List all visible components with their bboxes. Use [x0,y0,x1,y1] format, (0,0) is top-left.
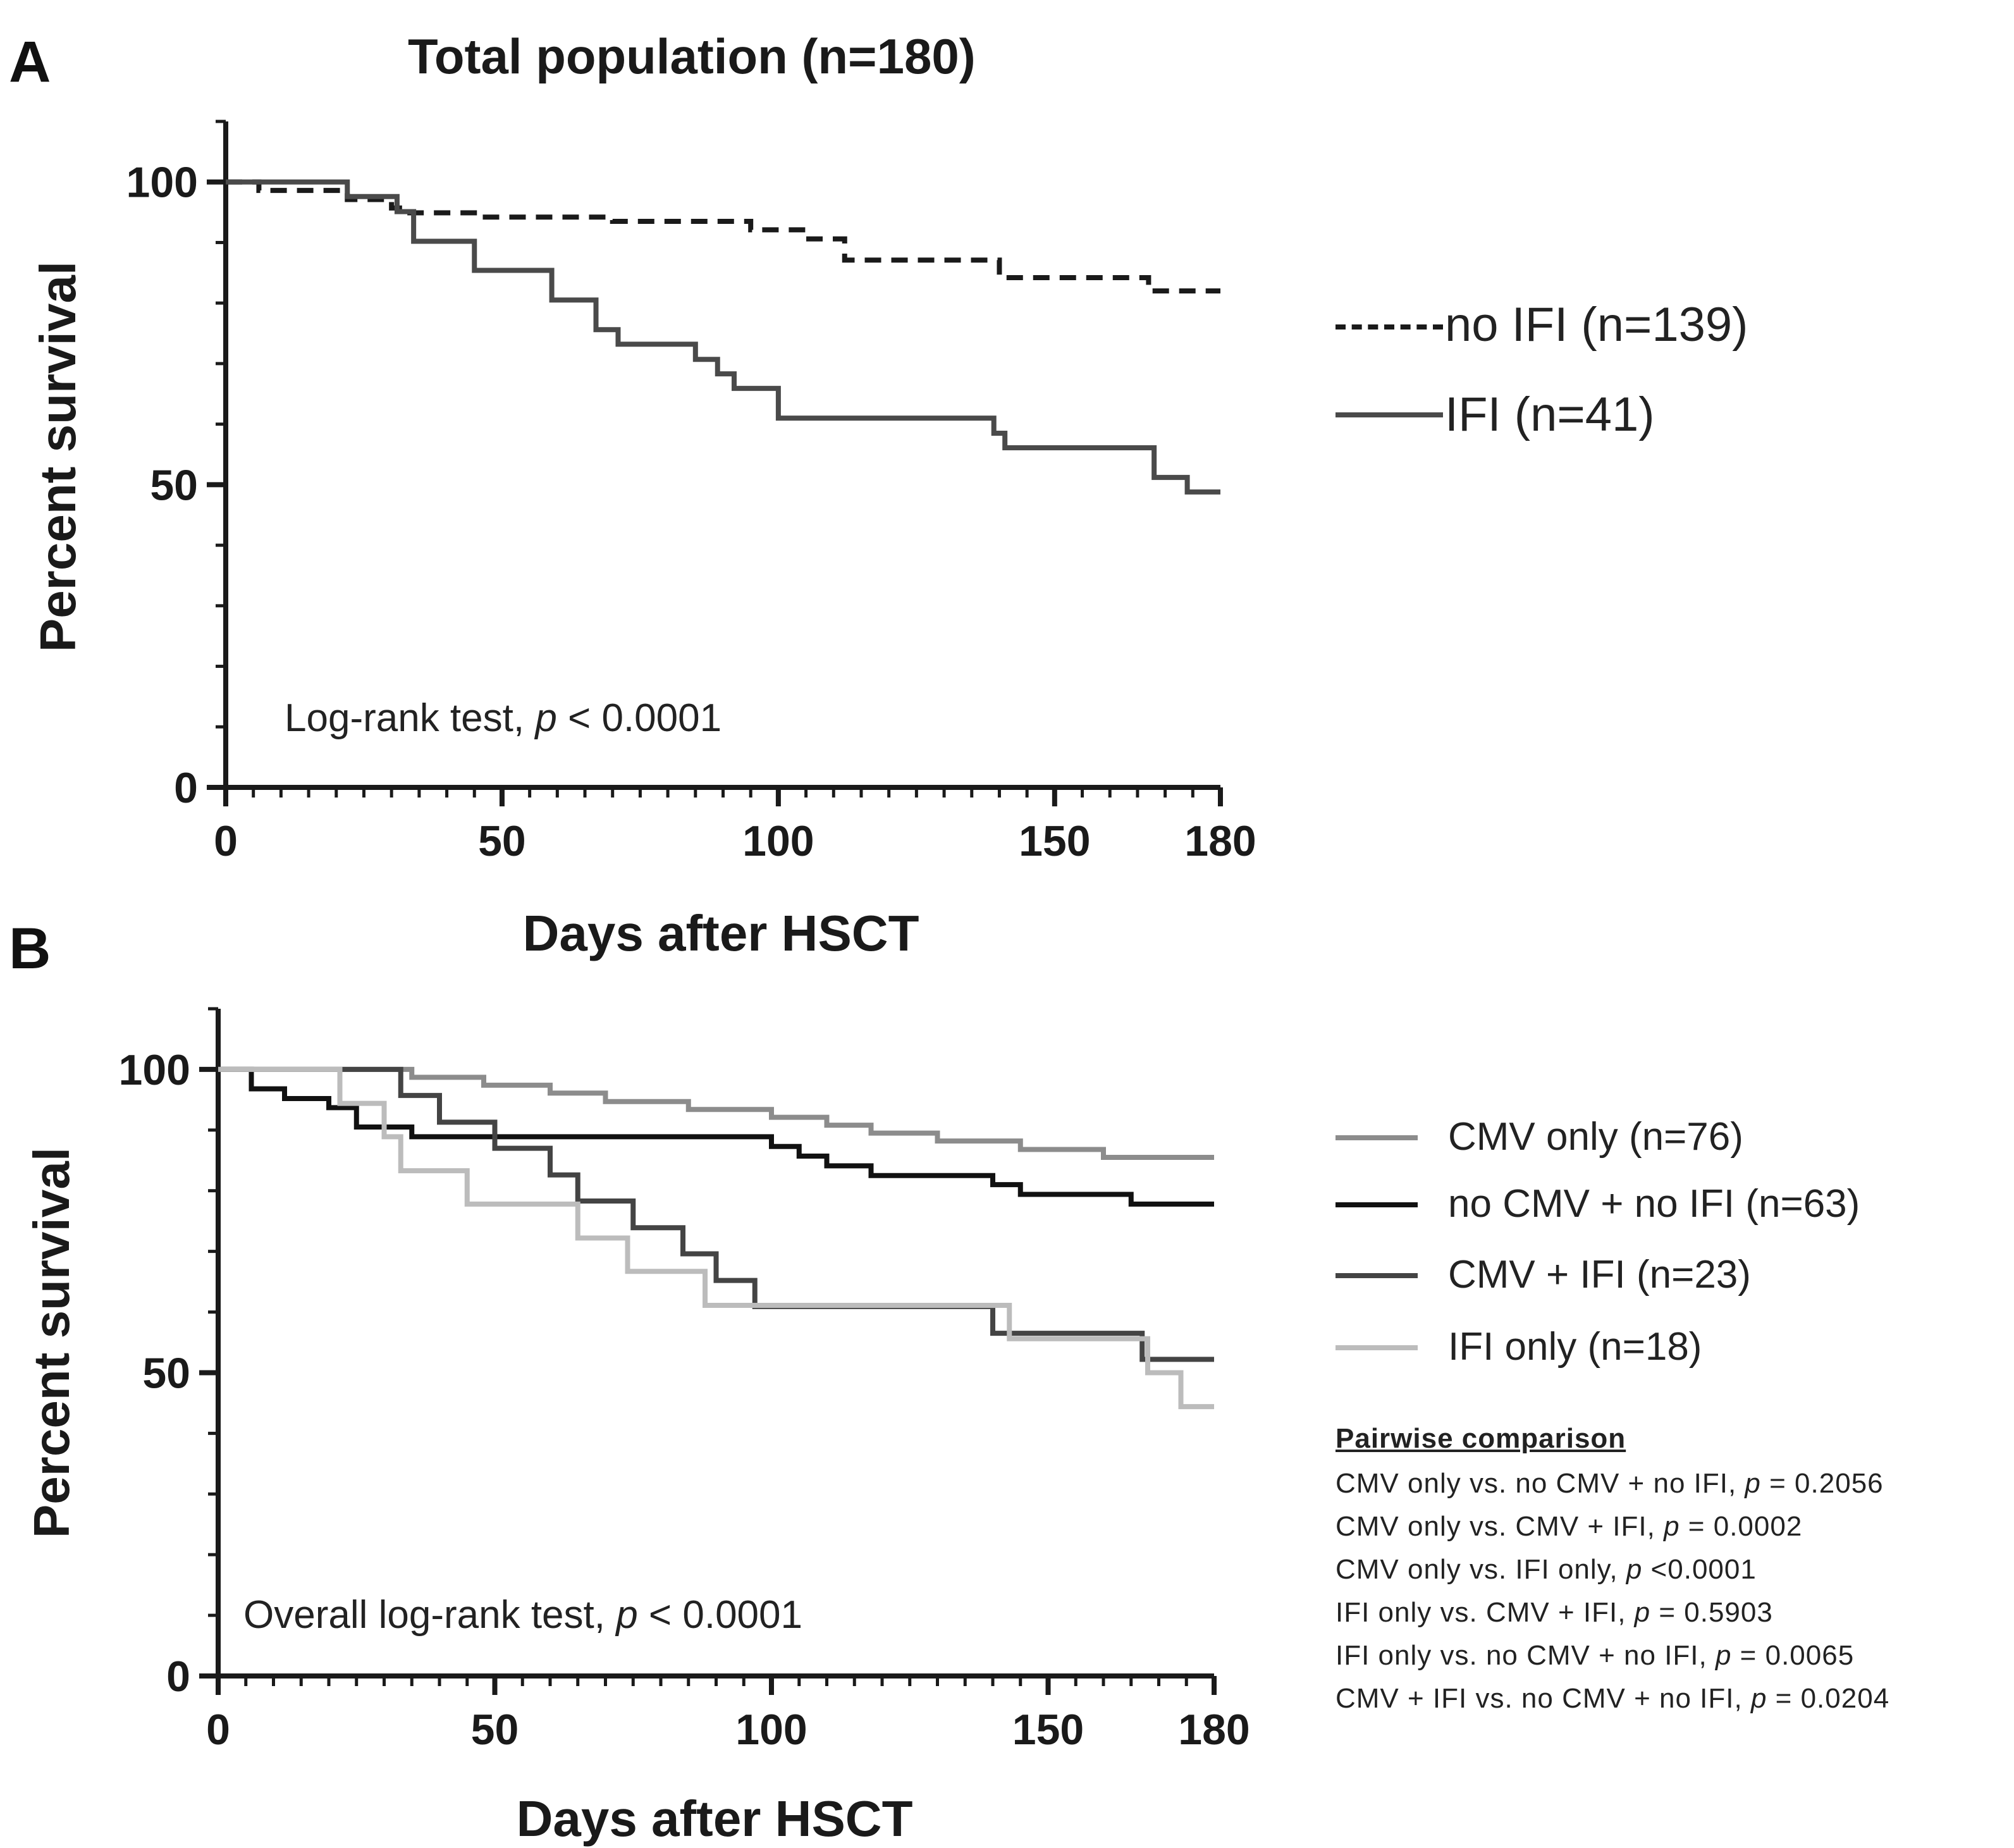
legend-swatch-no-cmv-no-ifi [1336,1202,1418,1207]
panel-b-series-line-2 [218,1066,1214,1207]
panel-a-y-tick-label: 0 [174,764,198,812]
pairwise-row-p: p [1745,1468,1761,1499]
pairwise-row-p: p [1750,1683,1767,1714]
pairwise-row-label: CMV only vs. IFI only, [1336,1554,1626,1585]
panel-a-title: Total population (n=180) [408,28,976,84]
legend-swatch-cmv-ifi [1336,1273,1418,1278]
panel-b-x-tick-label: 180 [1178,1706,1250,1754]
panel-b-series-line-4 [218,1066,1214,1410]
pairwise-row-value: = 0.0065 [1731,1640,1855,1671]
pairwise-comparison: Pairwise comparison CMV only vs. no CMV … [1336,1423,2006,1720]
panel-a-series-line-2 [226,179,1220,495]
panel-b-series-line-1 [218,1066,1214,1160]
panel-a-x-tick-label: 50 [478,817,526,865]
panel-a-x-tick-label: 100 [742,817,814,865]
panel-a-y-tick-label: 100 [126,159,198,207]
legend-label-ifi-only: IFI only (n=18) [1448,1325,1702,1369]
legend-swatch-ifi-only [1336,1345,1418,1350]
pairwise-row-value: = 0.0204 [1767,1683,1890,1714]
panel-b-note-prefix: Overall log-rank test, [243,1593,617,1637]
panel-a-log-rank-note: Log-rank test, p < 0.0001 [285,696,721,741]
pairwise-row-label: CMV only vs. CMV + IFI, [1336,1511,1664,1542]
panel-b-x-tick-label: 100 [735,1706,807,1754]
panel-letter-a: A [9,30,51,94]
legend-label-no-ifi: no IFI (n=139) [1445,298,1748,352]
panel-b-y-tick-label: 0 [166,1653,190,1701]
pairwise-row: CMV only vs. IFI only, p <0.0001 [1336,1548,2006,1591]
legend-swatch-no-ifi [1336,324,1443,330]
panel-a-x-tick-label: 150 [1019,817,1090,865]
pairwise-row-label: CMV + IFI vs. no CMV + no IFI, [1336,1683,1751,1714]
panel-b-note-p: p [616,1593,638,1637]
pairwise-row-p: p [1626,1554,1643,1585]
panel-b-y-tick-label: 100 [119,1046,190,1094]
panel-b-x-axis-label: Days after HSCT [516,1790,913,1847]
panel-a-x-tick-label: 180 [1184,817,1256,865]
panel-a-x-axis-label: Days after HSCT [522,905,919,961]
panel-a-note-p: p [535,696,557,740]
legend-label-cmv-ifi: CMV + IFI (n=23) [1448,1253,1751,1297]
panel-b-log-rank-note: Overall log-rank test, p < 0.0001 [243,1592,802,1637]
pairwise-row-label: IFI only vs. CMV + IFI, [1336,1597,1635,1628]
panel-a-note-suffix: < 0.0001 [556,696,722,740]
pairwise-row: IFI only vs. CMV + IFI, p = 0.5903 [1336,1591,2006,1634]
pairwise-row: CMV only vs. no CMV + no IFI, p = 0.2056 [1336,1462,2006,1505]
panel-a-y-tick-label: 50 [150,461,198,509]
panel-letter-b: B [9,916,51,981]
panel-b-x-tick-label: 150 [1012,1706,1084,1754]
pairwise-row: IFI only vs. no CMV + no IFI, p = 0.0065 [1336,1634,2006,1677]
legend-swatch-cmv-only [1336,1135,1418,1140]
pairwise-row-value: = 0.2056 [1760,1468,1884,1499]
panel-a-plot: 0 50 100 0 50 100 150 180 [126,120,1256,865]
panel-a-x-tick-label: 0 [214,817,238,865]
pairwise-row: CMV + IFI vs. no CMV + no IFI, p = 0.020… [1336,1677,2006,1720]
legend-swatch-ifi [1336,412,1443,417]
panel-b-x-tick-label: 0 [206,1706,230,1754]
pairwise-row: CMV only vs. CMV + IFI, p = 0.0002 [1336,1505,2006,1548]
pairwise-row-p: p [1664,1511,1680,1542]
panel-b-plot: 0 50 100 0 50 100 150 180 [119,1007,1250,1754]
pairwise-row-value: = 0.0002 [1679,1511,1803,1542]
pairwise-row-value: <0.0001 [1642,1554,1757,1585]
panel-b-y-tick-label: 50 [142,1349,190,1397]
pairwise-row-label: CMV only vs. no CMV + no IFI, [1336,1468,1745,1499]
panel-b-note-suffix: < 0.0001 [637,1593,802,1637]
panel-a-note-prefix: Log-rank test, [285,696,536,740]
pairwise-title: Pairwise comparison [1336,1423,1626,1454]
pairwise-row-value: = 0.5903 [1650,1597,1773,1628]
legend-label-cmv-only: CMV only (n=76) [1448,1115,1743,1159]
panel-b-x-tick-label: 50 [471,1706,519,1754]
legend-label-no-cmv-no-ifi: no CMV + no IFI (n=63) [1448,1182,1860,1226]
pairwise-row-p: p [1715,1640,1732,1671]
legend-label-ifi: IFI (n=41) [1445,388,1655,441]
pairwise-row-p: p [1634,1597,1651,1628]
panel-b-series-line-3 [218,1066,1214,1362]
pairwise-row-label: IFI only vs. no CMV + no IFI, [1336,1640,1716,1671]
